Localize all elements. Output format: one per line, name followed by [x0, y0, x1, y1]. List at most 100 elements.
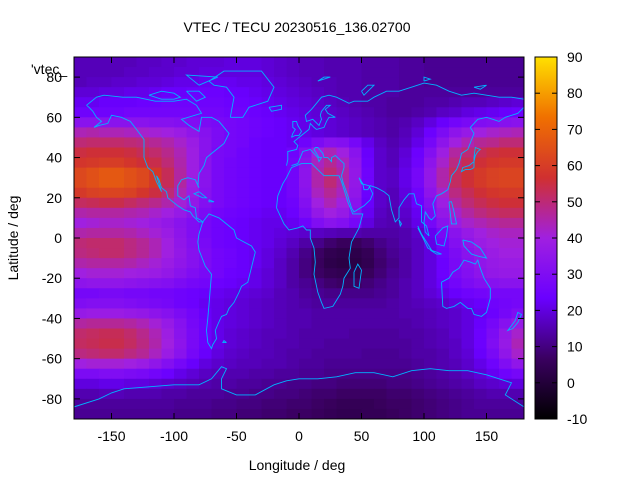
heatmap-cell — [449, 97, 463, 108]
heatmap-cell — [86, 398, 100, 410]
heatmap-cell — [499, 368, 513, 380]
heatmap-cell — [436, 268, 450, 279]
heatmap-cell — [99, 268, 113, 279]
coastline — [361, 84, 376, 96]
heatmap-cell — [199, 137, 213, 149]
heatmap-cell — [461, 308, 475, 320]
heatmap-cell — [161, 348, 175, 360]
heatmap-cell — [236, 368, 250, 380]
heatmap-cell — [486, 57, 500, 68]
heatmap-cell — [99, 398, 113, 410]
heatmap-cell — [324, 147, 338, 159]
heatmap-cell — [349, 187, 363, 199]
heatmap-cell — [236, 248, 250, 259]
heatmap-cell — [236, 278, 250, 289]
heatmap-cell — [349, 107, 363, 118]
heatmap-cell — [149, 157, 163, 169]
heatmap-cell — [336, 408, 350, 419]
heatmap-cell — [411, 298, 425, 309]
heatmap-cell — [461, 298, 475, 309]
heatmap-cell — [336, 187, 350, 199]
heatmap-cell — [449, 67, 463, 78]
heatmap-cell — [236, 348, 250, 360]
heatmap-cell — [274, 137, 288, 149]
heatmap-cell — [374, 157, 388, 169]
heatmap-cell — [199, 87, 213, 98]
heatmap-cell — [349, 177, 363, 189]
heatmap-cell — [386, 268, 400, 279]
heatmap-cell — [449, 157, 463, 169]
heatmap-cell — [361, 388, 375, 400]
heatmap-cell — [386, 187, 400, 199]
heatmap-cell — [224, 117, 238, 128]
heatmap-cell — [361, 207, 375, 219]
heatmap-cell — [474, 87, 488, 98]
heatmap-cell — [274, 107, 288, 118]
heatmap-cell — [261, 147, 275, 159]
heatmap-cell — [261, 127, 275, 139]
heatmap-cell — [186, 278, 200, 289]
heatmap-cell — [86, 117, 100, 128]
heatmap-cell — [449, 278, 463, 289]
heatmap-cell — [286, 97, 300, 108]
heatmap-cell — [161, 298, 175, 309]
heatmap-cell — [274, 217, 288, 229]
heatmap-cell — [286, 217, 300, 229]
heatmap-cell — [424, 77, 438, 88]
heatmap-cell — [336, 147, 350, 159]
heatmap-cell — [436, 368, 450, 380]
heatmap-cell — [249, 328, 263, 340]
heatmap-cell — [349, 388, 363, 400]
heatmap-cell — [486, 308, 500, 320]
heatmap-cell — [449, 197, 463, 209]
heatmap-cell — [274, 187, 288, 199]
heatmap-cell — [474, 308, 488, 320]
heatmap-cell — [274, 308, 288, 320]
heatmap-cell — [349, 248, 363, 259]
coastline — [398, 219, 403, 228]
heatmap-cell — [386, 288, 400, 299]
heatmap-cell — [124, 87, 138, 98]
heatmap-cell — [186, 268, 200, 279]
heatmap-cell — [411, 268, 425, 279]
heatmap-cell — [449, 177, 463, 189]
heatmap-cell — [474, 107, 488, 118]
heatmap-cell — [149, 258, 163, 269]
coastline — [441, 259, 491, 317]
heatmap-cell — [74, 97, 88, 108]
heatmap-cell — [324, 338, 338, 350]
heatmap-cell — [274, 328, 288, 340]
heatmap-cell — [499, 338, 513, 350]
heatmap-cell — [124, 67, 138, 78]
coastline — [291, 120, 303, 138]
heatmap-cell — [224, 217, 238, 229]
coastline — [434, 225, 449, 247]
heatmap-cell — [74, 57, 88, 68]
heatmap-cell — [236, 67, 250, 78]
heatmap-cell — [349, 238, 363, 249]
heatmap-cell — [374, 398, 388, 410]
y-tick-label: -40 — [42, 310, 62, 326]
heatmap-cell — [324, 258, 338, 269]
heatmap-cell — [149, 77, 163, 88]
heatmap-cell — [474, 378, 488, 390]
heatmap-cell — [224, 288, 238, 299]
heatmap-cell — [136, 328, 150, 340]
heatmap-cell — [386, 338, 400, 350]
heatmap-cell — [474, 398, 488, 410]
heatmap-cell — [186, 67, 200, 78]
heatmap-cell — [211, 348, 225, 360]
heatmap-cell — [374, 207, 388, 219]
heatmap-cell — [299, 348, 313, 360]
heatmap-cell — [111, 207, 125, 219]
heatmap-cell — [211, 187, 225, 199]
heatmap-cell — [424, 137, 438, 149]
heatmap-cell — [186, 107, 200, 118]
heatmap-cell — [361, 57, 375, 68]
heatmap-cell — [324, 328, 338, 340]
heatmap-cell — [199, 348, 213, 360]
heatmap-cell — [399, 157, 413, 169]
heatmap-cell — [111, 57, 125, 68]
heatmap-cell — [436, 358, 450, 370]
heatmap-cell — [86, 308, 100, 320]
